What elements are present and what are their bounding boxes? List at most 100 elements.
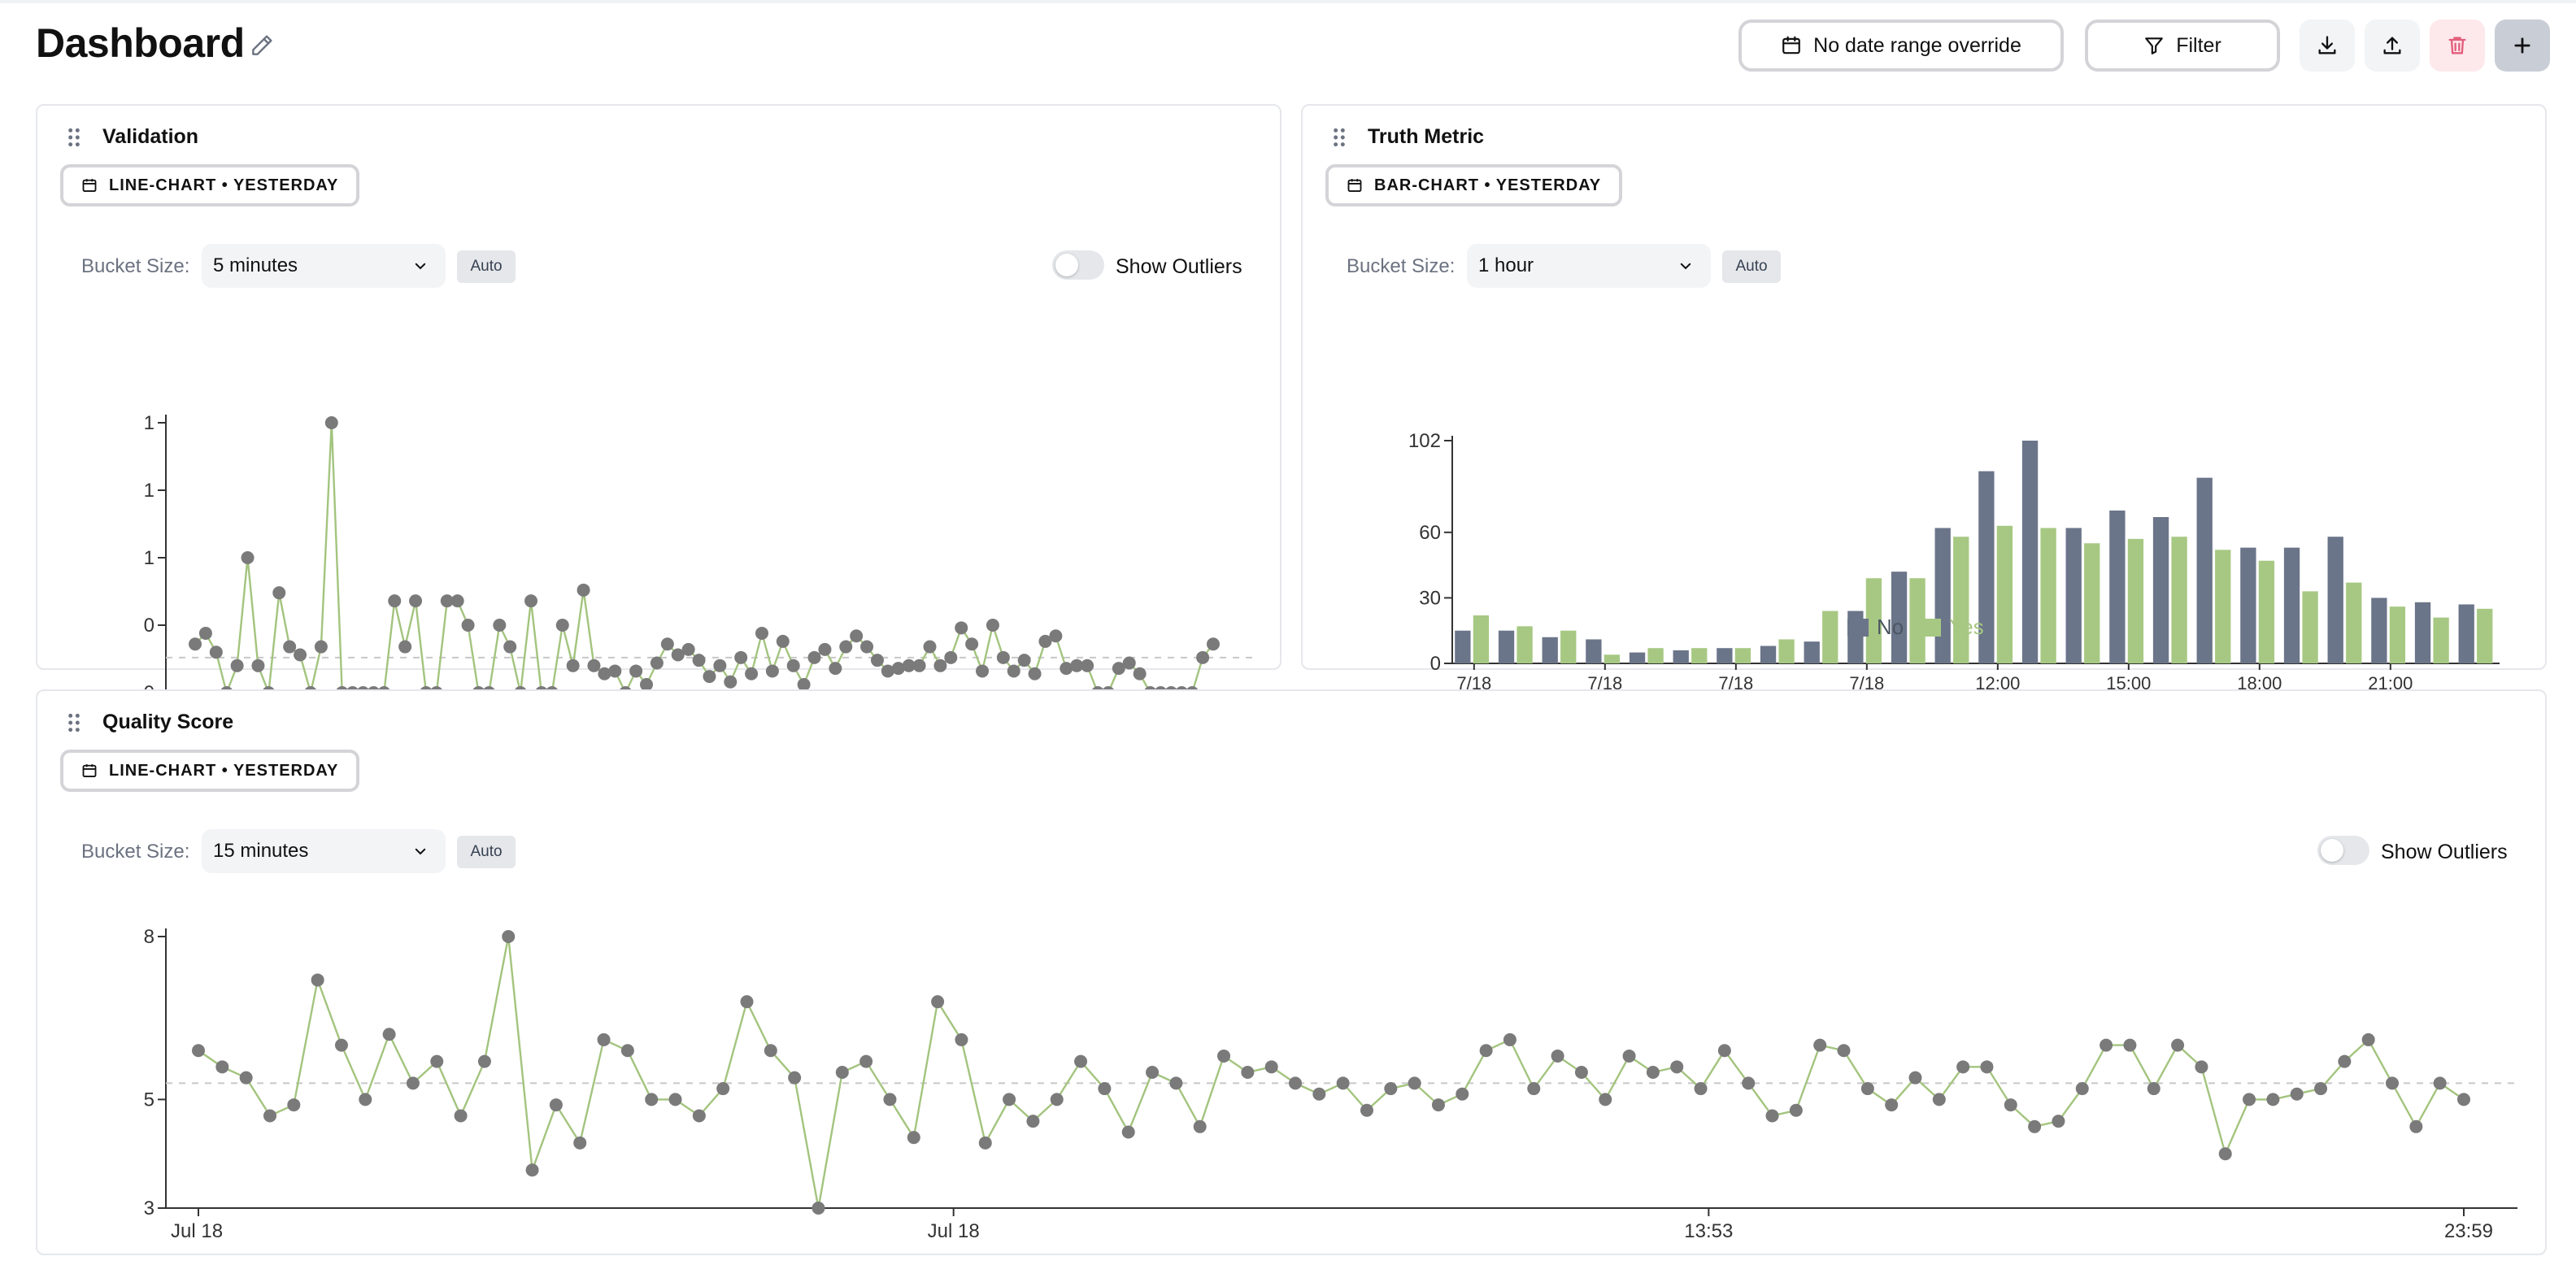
data-point — [933, 659, 947, 672]
data-point — [850, 629, 864, 643]
data-point — [440, 594, 454, 608]
bar-no — [2371, 598, 2387, 663]
auto-bucket-button[interactable]: Auto — [457, 250, 516, 283]
data-point — [1217, 1049, 1231, 1063]
data-point — [645, 1093, 659, 1106]
data-point — [620, 1044, 634, 1058]
data-point — [311, 973, 324, 987]
bar-no — [1542, 637, 1558, 663]
data-point — [1885, 1098, 1899, 1112]
data-point — [555, 619, 569, 632]
data-point — [976, 664, 990, 678]
upload-icon — [2383, 37, 2401, 54]
download-button[interactable] — [2300, 20, 2355, 72]
badge-label: LINE-CHART • YESTERDAY — [109, 176, 339, 194]
data-point — [388, 594, 402, 608]
auto-bucket-button[interactable]: Auto — [457, 836, 516, 868]
data-point — [2314, 1082, 2328, 1096]
bucket-size-select[interactable]: 15 minutes — [202, 829, 446, 873]
data-point — [1980, 1060, 1994, 1074]
data-point — [955, 1032, 968, 1046]
bar-no — [1760, 646, 1777, 663]
calendar-icon — [1782, 36, 1800, 54]
legend-label: Yes — [1949, 615, 1984, 639]
data-point — [406, 1076, 420, 1090]
date-range-label: No date range override — [1813, 33, 2021, 57]
data-point — [1408, 1076, 1421, 1090]
data-point — [454, 1109, 468, 1123]
data-point — [215, 1060, 229, 1074]
bar-yes — [1909, 578, 1925, 663]
filter-icon — [2145, 37, 2164, 54]
data-point — [587, 659, 601, 672]
data-point — [931, 995, 945, 1009]
data-point — [477, 1054, 491, 1068]
data-point — [788, 1071, 802, 1085]
y-tick-label: 8 — [144, 926, 154, 948]
auto-bucket-button[interactable]: Auto — [1722, 250, 1781, 283]
data-point — [716, 1082, 730, 1096]
bar-no — [2152, 517, 2169, 663]
calendar-icon — [82, 179, 97, 192]
bar-no — [2458, 604, 2474, 663]
bar-no — [1891, 572, 1908, 663]
y-tick-label: 3 — [144, 1198, 154, 1219]
bar-yes — [1953, 537, 1969, 663]
calendar-icon — [1347, 179, 1362, 192]
data-point — [1646, 1066, 1660, 1079]
data-point — [502, 930, 516, 943]
drag-handle-icon[interactable] — [1332, 127, 1347, 148]
data-point — [1038, 634, 1052, 648]
data-point — [1028, 667, 1042, 680]
data-point — [2147, 1082, 2160, 1096]
bucket-size-select[interactable]: 5 minutes — [202, 244, 446, 288]
legend-item-yes[interactable]: Yes — [1920, 615, 1984, 640]
data-point — [1050, 1093, 1064, 1106]
bucket-size-select[interactable]: 1 hour — [1467, 244, 1711, 288]
chart-type-badge[interactable]: LINE-CHART • YESTERDAY — [60, 750, 360, 792]
data-point — [955, 621, 968, 635]
bar-yes — [1603, 654, 1621, 663]
data-point — [923, 640, 937, 654]
truth-metric-panel: Truth Metric BAR-CHART • YESTERDAY Bucke… — [1301, 104, 2547, 693]
data-point — [272, 586, 286, 600]
date-range-button[interactable]: No date range override — [1738, 20, 2064, 72]
data-point — [525, 1163, 539, 1177]
x-tick-label: 23:59 — [2444, 1220, 2493, 1242]
drag-handle-icon[interactable] — [67, 127, 81, 148]
y-tick-label: 5 — [144, 1089, 154, 1111]
bar-no — [1498, 630, 1515, 663]
data-point — [1551, 1049, 1564, 1063]
data-point — [1717, 1044, 1731, 1058]
chart-type-badge[interactable]: LINE-CHART • YESTERDAY — [60, 164, 360, 206]
data-point — [1241, 1066, 1255, 1079]
bar-no — [2065, 528, 2082, 663]
show-outliers-toggle[interactable] — [1052, 250, 1104, 280]
filter-button[interactable]: Filter — [2085, 20, 2280, 72]
legend-item-no[interactable]: No — [1847, 615, 1904, 640]
bar-yes — [1822, 611, 1838, 663]
chevron-down-icon — [1680, 263, 1691, 270]
data-point — [1503, 1032, 1516, 1046]
data-point — [703, 670, 716, 684]
chart-type-badge[interactable]: BAR-CHART • YESTERDAY — [1325, 164, 1623, 206]
data-point — [745, 667, 759, 680]
bar-yes — [2084, 543, 2100, 663]
drag-handle-icon[interactable] — [67, 712, 81, 733]
edit-icon[interactable] — [249, 33, 275, 59]
data-point — [493, 619, 507, 632]
upload-button[interactable] — [2365, 20, 2420, 72]
bar-no — [2327, 537, 2343, 663]
bar-no — [1586, 639, 1602, 663]
data-point — [1193, 1119, 1207, 1133]
show-outliers-toggle[interactable] — [2317, 836, 2369, 865]
data-point — [294, 648, 307, 662]
bar-yes — [2477, 608, 2493, 663]
bar-yes — [1778, 639, 1795, 663]
bar-no — [2283, 547, 2300, 663]
data-point — [1908, 1071, 1922, 1085]
panel-title: Quality Score — [102, 711, 234, 733]
delete-button[interactable] — [2430, 20, 2485, 72]
page-title: Dashboard — [36, 20, 245, 66]
add-widget-button[interactable] — [2495, 20, 2550, 72]
